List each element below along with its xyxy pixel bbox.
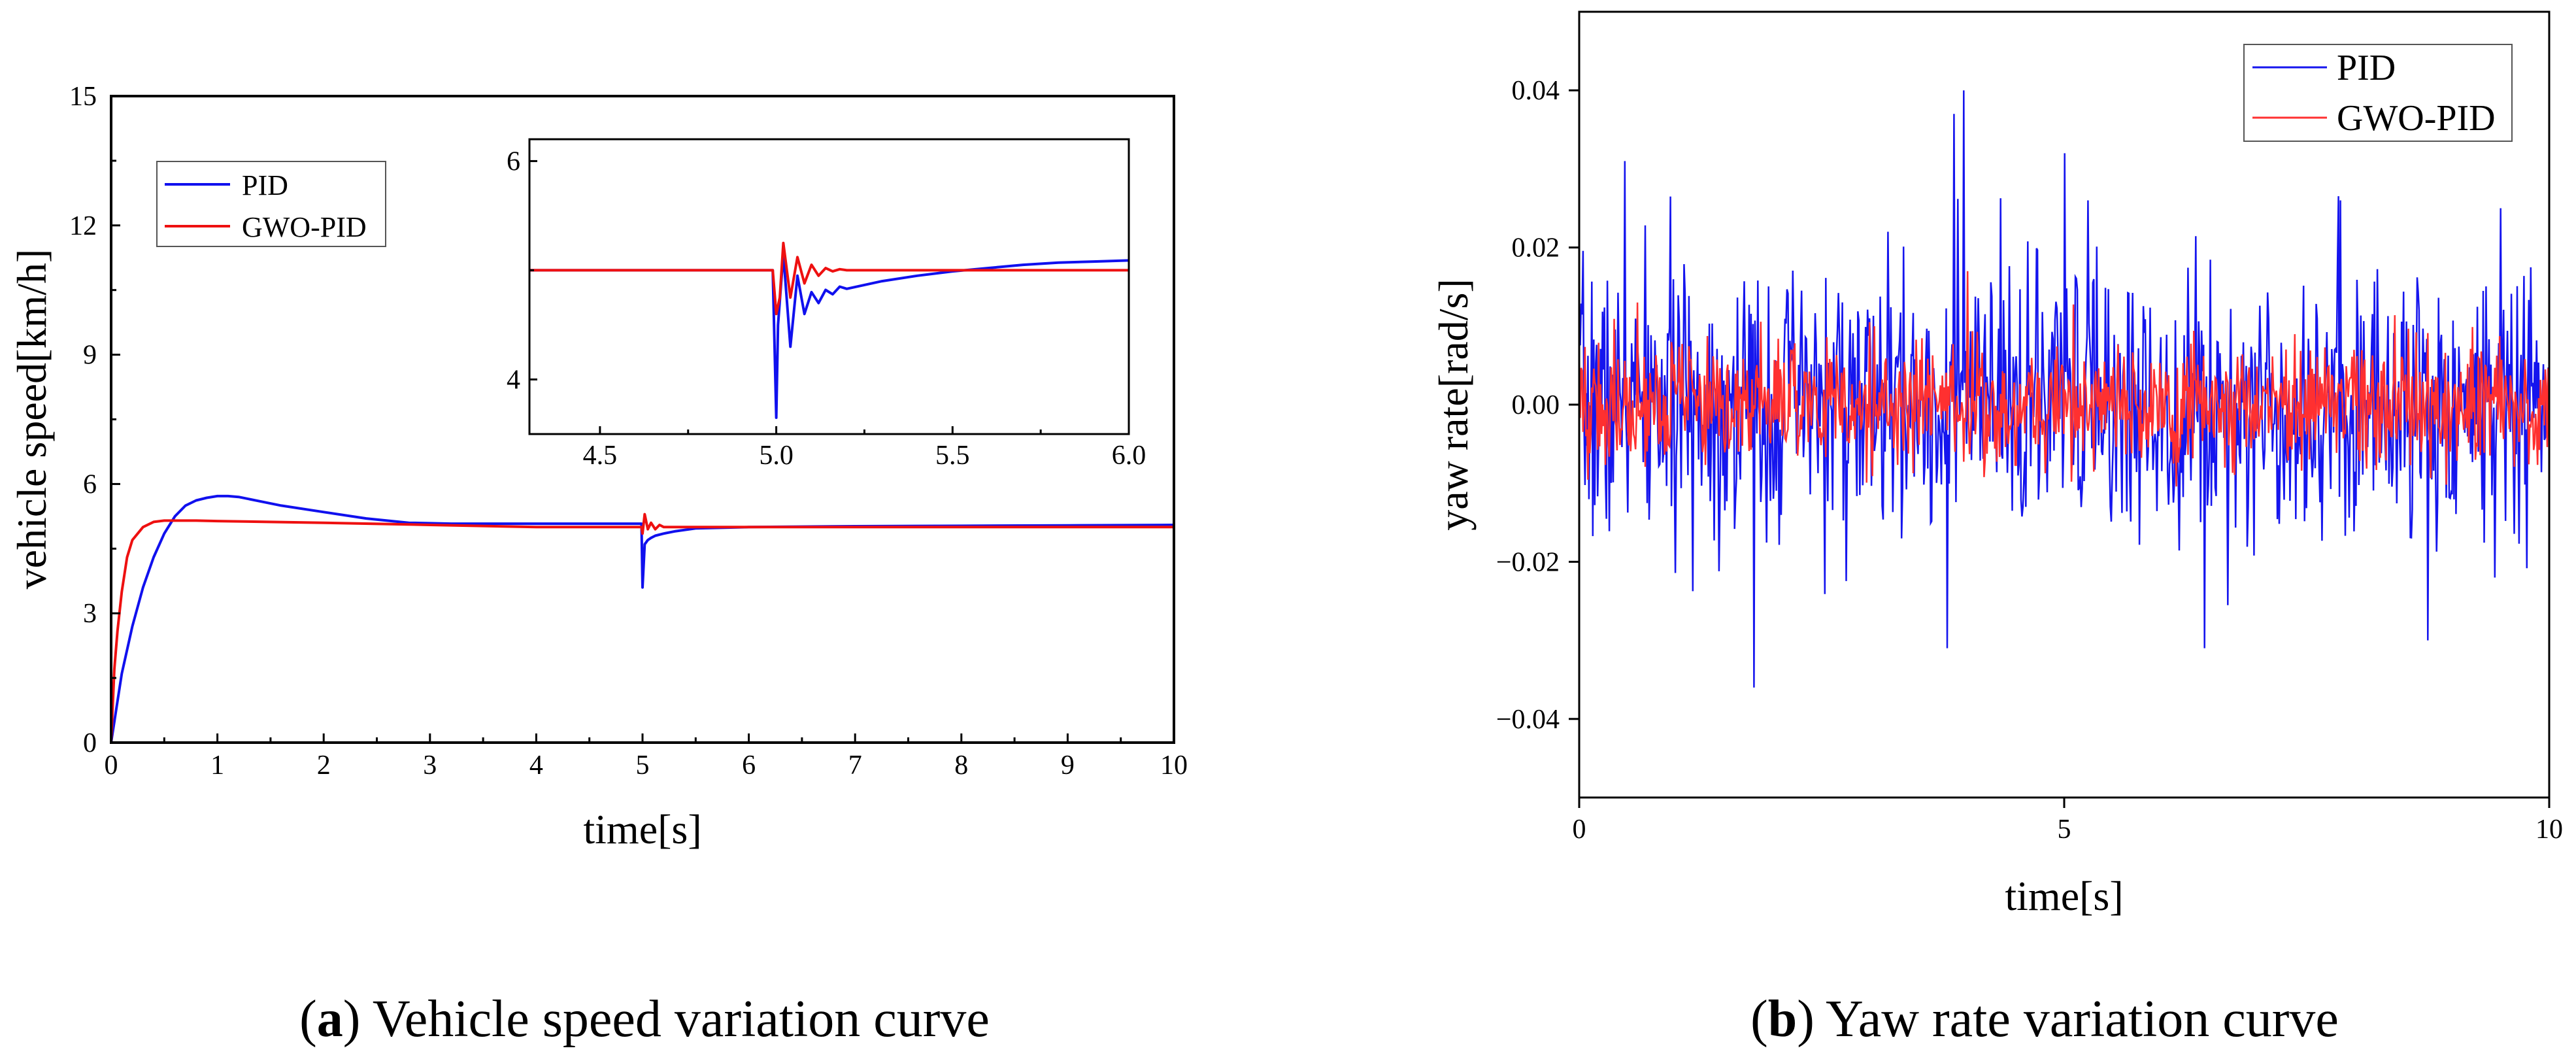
y-tick-label-a: 15	[69, 82, 97, 112]
y-tick-label-a: 6	[83, 469, 97, 499]
legend-b: PID GWO-PID	[2243, 44, 2513, 142]
x-tick-label-a: 10	[1160, 750, 1188, 781]
legend-label-gwo-a: GWO-PID	[242, 211, 367, 243]
legend-label-gwo-b: GWO-PID	[2337, 98, 2496, 139]
inset-frame	[528, 138, 1130, 435]
y-tick-label-a: 12	[69, 211, 97, 241]
y-axis-title-a: vehicle speed[km/h]	[8, 249, 55, 590]
legend-a: PID GWO-PID	[156, 161, 386, 247]
series-line-gwo-pid-a	[111, 513, 1174, 743]
x-tick-label-a: 4	[529, 750, 543, 781]
x-tick-label-a: 0	[105, 750, 118, 781]
y-tick-label-a: 3	[83, 599, 97, 629]
x-tick-label-a: 6	[742, 750, 756, 781]
legend-box-b	[2243, 44, 2513, 142]
series-line-pid-b	[1579, 90, 2549, 688]
legend-label-pid-b: PID	[2337, 48, 2396, 88]
x-tick-label-a: 3	[423, 750, 437, 781]
x-tick-label-a: 9	[1061, 750, 1075, 781]
x-tick-label-b: 0	[1573, 815, 1586, 845]
series-line-gwo-pid-b	[1579, 271, 2549, 487]
y-tick-label-b: 0.02	[1512, 233, 1560, 263]
inset-x-tick-label: 5.5	[935, 441, 970, 471]
y-tick-label-a: 9	[83, 341, 97, 371]
x-tick-label-a: 8	[954, 750, 968, 781]
y-tick-label-b: −0.02	[1496, 547, 1560, 577]
x-tick-label-b: 10	[2535, 815, 2563, 845]
inset-chart: 4.5 5.0 5.5 6.0 4 6	[507, 138, 1146, 471]
x-axis-title-a: time[s]	[583, 806, 701, 852]
y-tick-label-b: 0.00	[1512, 390, 1560, 420]
inset-x-tick-label: 5.0	[759, 441, 794, 471]
y-axis-title-b: yaw rate[rad/s]	[1430, 278, 1477, 531]
x-tick-label-a: 1	[210, 750, 224, 781]
inset-series-line-gwo-pid	[529, 241, 1129, 316]
caption-b: (b) Yaw rate variation curve	[1750, 990, 2339, 1048]
inset-x-tick-label: 6.0	[1112, 441, 1146, 471]
series-line-pid-a	[111, 494, 1174, 743]
chart-yaw-rate: 0 5 10 0.04 0.02 0.00 −0.02 −0.04 time[s] yaw r…	[1430, 10, 2563, 1048]
x-tick-label-a: 7	[848, 750, 862, 781]
x-tick-label-a: 2	[317, 750, 331, 781]
x-tick-label-a: 5	[636, 750, 650, 781]
x-tick-label-b: 5	[2058, 815, 2071, 845]
caption-a: (a) Vehicle speed variation curve	[299, 990, 990, 1048]
y-tick-label-b: 0.04	[1512, 76, 1560, 106]
y-tick-label-b: −0.04	[1496, 705, 1560, 735]
inset-x-tick-label: 4.5	[583, 441, 618, 471]
x-axis-title-b: time[s]	[2005, 873, 2123, 919]
legend-label-pid-a: PID	[242, 169, 288, 201]
inset-y-tick-label: 6	[507, 146, 520, 176]
legend-box-a	[156, 161, 386, 247]
y-tick-label-a: 0	[83, 728, 97, 758]
inset-y-tick-label: 4	[507, 365, 520, 395]
